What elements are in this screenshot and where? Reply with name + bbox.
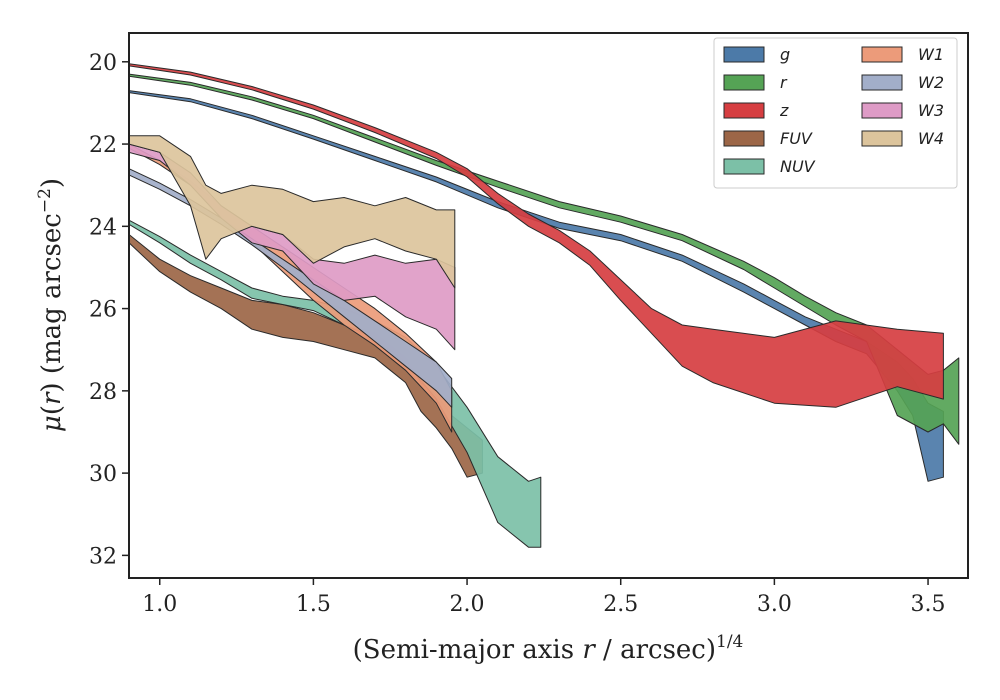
x-tick-label: 3.5 [911,592,946,617]
legend: grz FUV NUV W1 W2 W3 W4 [713,37,958,189]
legend-swatch-W4 [861,130,903,147]
x-tick-label: 1.5 [296,592,331,617]
y-axis-label: μ(r) (mag arcsec−2) [35,178,67,432]
x-ticks: 1.0 1.5 2.0 2.5 3.0 3.5 [142,578,946,617]
x-tick-label: 2.5 [603,592,638,617]
x-tick-label: 3.0 [757,592,792,617]
legend-label-g: g [780,45,790,64]
legend-label-z: z [779,101,789,120]
plot-frame [128,32,969,579]
legend-swatch-W3 [861,102,903,119]
y-tick-label: 30 [89,462,117,487]
legend-label-r: r [780,73,788,92]
legend-swatch-NUV [723,158,765,175]
area-NUV [129,219,542,548]
x-tick-label: 1.0 [142,592,177,617]
y-tick-label: 26 [89,298,117,323]
areas [129,63,960,548]
legend-swatch-g [723,46,765,63]
legend-label-W3: W3 [918,101,944,120]
legend-swatch-r [723,74,765,91]
legend-swatch-W2 [861,74,903,91]
legend-swatch-FUV [723,130,765,147]
y-tick-label: 32 [89,544,117,569]
y-tick-label: 28 [89,380,117,405]
y-tick-label: 20 [89,51,117,76]
legend-label-FUV: FUV [780,129,813,148]
legend-label-W2: W2 [918,73,944,92]
legend-label-NUV: NUV [780,157,816,176]
legend-swatch-W1 [861,46,903,63]
legend-label-W1: W1 [918,45,944,64]
legend-swatch-z [723,102,765,119]
y-tick-label: 24 [89,215,117,240]
y-ticks: 20 22 24 26 28 30 32 [89,51,129,569]
x-axis-label: (Semi-major axis r / arcsec)1/4 [353,632,744,665]
area-W4 [129,135,456,289]
legend-label-W4: W4 [918,129,944,148]
area-z [129,63,944,408]
area-r [129,73,960,445]
x-tick-label: 2.0 [450,592,485,617]
y-tick-label: 22 [89,133,117,158]
